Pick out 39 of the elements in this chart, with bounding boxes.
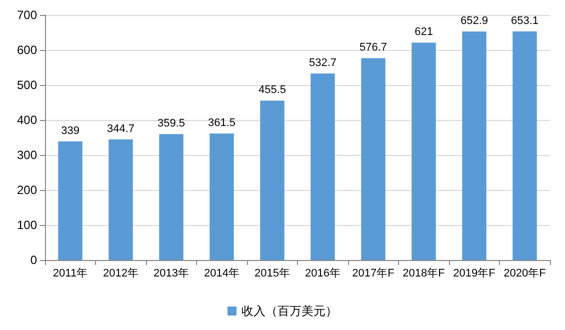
- x-tick-label: 2015年: [254, 268, 290, 280]
- y-tick-label: 300: [16, 148, 38, 162]
- x-tick-label: 2011年: [52, 268, 88, 280]
- data-label: 576.7: [359, 42, 388, 54]
- x-tick-label: 2013年: [154, 268, 189, 280]
- data-label: 621: [414, 26, 433, 38]
- bar: [462, 31, 486, 260]
- y-tick-label: 200: [16, 183, 38, 197]
- bar: [58, 141, 82, 260]
- x-tick-label: 2016年: [305, 268, 340, 280]
- data-label: 455.5: [258, 84, 286, 96]
- y-tick-label: 600: [16, 43, 38, 57]
- bar: [512, 31, 537, 260]
- data-label: 361.5: [208, 116, 236, 129]
- bar: [361, 58, 386, 260]
- data-label: 652.9: [460, 14, 488, 27]
- x-tick-label: 2019年F: [453, 268, 496, 280]
- y-tick-label: 400: [16, 113, 38, 127]
- y-tick-label: 100: [16, 218, 38, 232]
- x-tick-label: 2017年F: [352, 268, 395, 280]
- data-label: 653.1: [510, 14, 539, 27]
- data-label: 344.7: [106, 122, 135, 135]
- data-label: 359.5: [157, 118, 186, 130]
- y-tick-label: 500: [16, 78, 38, 92]
- data-label: 339: [61, 124, 80, 137]
- x-tick-label: 2012年: [103, 268, 138, 280]
- bar: [159, 134, 184, 260]
- x-tick-label: 2014年: [204, 268, 240, 280]
- bar: [310, 74, 335, 260]
- bar: [108, 139, 133, 260]
- legend-label: 收入（百万美元）: [242, 304, 338, 318]
- data-label: 532.7: [308, 57, 337, 70]
- bar: [210, 133, 234, 260]
- y-tick-label: 0: [30, 253, 38, 267]
- x-tick-label: 2020年F: [504, 268, 546, 280]
- bar: [412, 42, 436, 260]
- y-tick-label: 700: [16, 8, 38, 22]
- bar: [260, 100, 284, 260]
- x-tick-label: 2018年F: [402, 268, 446, 280]
